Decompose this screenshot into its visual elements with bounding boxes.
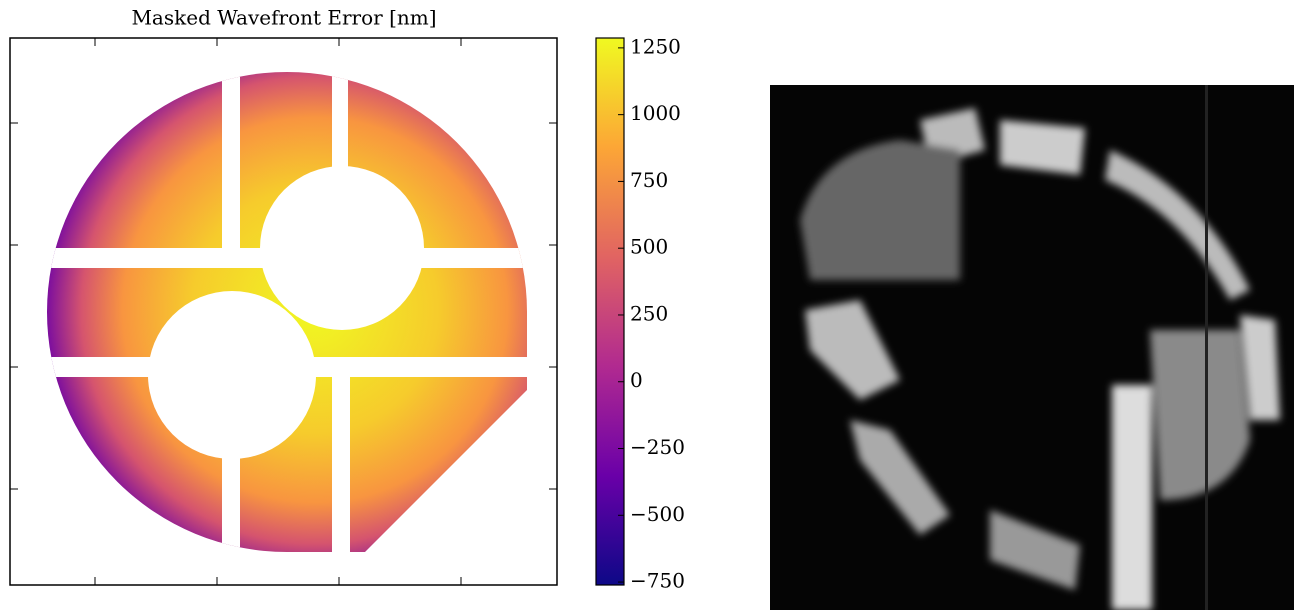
colorbar-tick-label: −750 <box>630 569 685 593</box>
colorbar-tick-label: 0 <box>630 368 643 392</box>
colorbar-tick-label: 1250 <box>630 34 681 58</box>
axis-ticks <box>10 38 557 585</box>
wavefront-map <box>47 72 527 552</box>
colorbar-tick-label: 750 <box>630 168 668 192</box>
colorbar-fill <box>595 37 625 586</box>
colorbar-tick-label: 250 <box>630 301 668 325</box>
colorbar-tick-label: 1000 <box>630 101 681 125</box>
detector-image <box>770 85 1294 610</box>
colorbar-tick-label: 500 <box>630 235 668 259</box>
colorbar: −750 −500 −250 0 250 500 750 1000 1250 <box>595 34 685 593</box>
axes-frame <box>9 37 558 586</box>
colorbar-tick-label: −250 <box>630 435 685 459</box>
chart-title: Masked Wavefront Error [nm] <box>131 6 436 30</box>
colorbar-tick-label: −500 <box>630 502 685 526</box>
